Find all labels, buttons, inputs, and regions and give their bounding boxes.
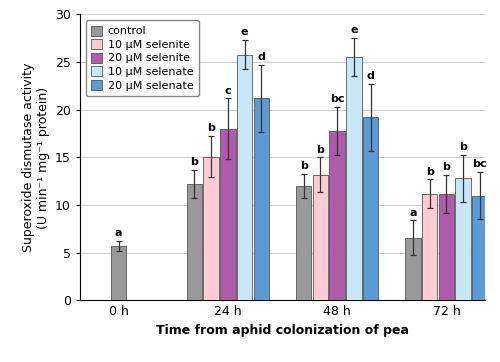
Bar <box>237 55 252 300</box>
Text: e: e <box>241 28 248 37</box>
Text: b: b <box>190 157 198 167</box>
Text: b: b <box>459 142 467 152</box>
Bar <box>363 117 378 300</box>
Bar <box>438 194 454 300</box>
Bar <box>405 237 421 300</box>
Text: d: d <box>258 52 265 62</box>
Text: b: b <box>426 167 434 177</box>
Bar <box>456 178 471 300</box>
Bar <box>220 129 236 300</box>
Bar <box>254 98 269 300</box>
Text: bc: bc <box>472 159 487 169</box>
Y-axis label: Superoxide dismutase activity
(U min⁻¹ mg⁻¹ protein): Superoxide dismutase activity (U min⁻¹ m… <box>22 63 50 252</box>
X-axis label: Time from aphid colonization of pea: Time from aphid colonization of pea <box>156 324 409 337</box>
Text: a: a <box>115 228 122 239</box>
Bar <box>472 195 488 300</box>
Bar <box>312 174 328 300</box>
Text: e: e <box>350 25 358 35</box>
Text: a: a <box>409 207 416 218</box>
Text: b: b <box>300 161 308 171</box>
Bar <box>204 156 219 300</box>
Text: b: b <box>207 123 215 133</box>
Bar <box>296 186 312 300</box>
Legend: control, 10 μM selenite, 20 μM selenite, 10 μM selenate, 20 μM selenate: control, 10 μM selenite, 20 μM selenite,… <box>86 20 199 96</box>
Text: c: c <box>224 85 231 96</box>
Text: d: d <box>366 71 374 81</box>
Bar <box>186 184 202 300</box>
Bar <box>422 194 438 300</box>
Bar <box>111 246 126 300</box>
Text: b: b <box>316 144 324 155</box>
Bar <box>346 58 362 300</box>
Bar <box>330 131 345 300</box>
Text: b: b <box>442 162 450 172</box>
Text: bc: bc <box>330 94 344 104</box>
